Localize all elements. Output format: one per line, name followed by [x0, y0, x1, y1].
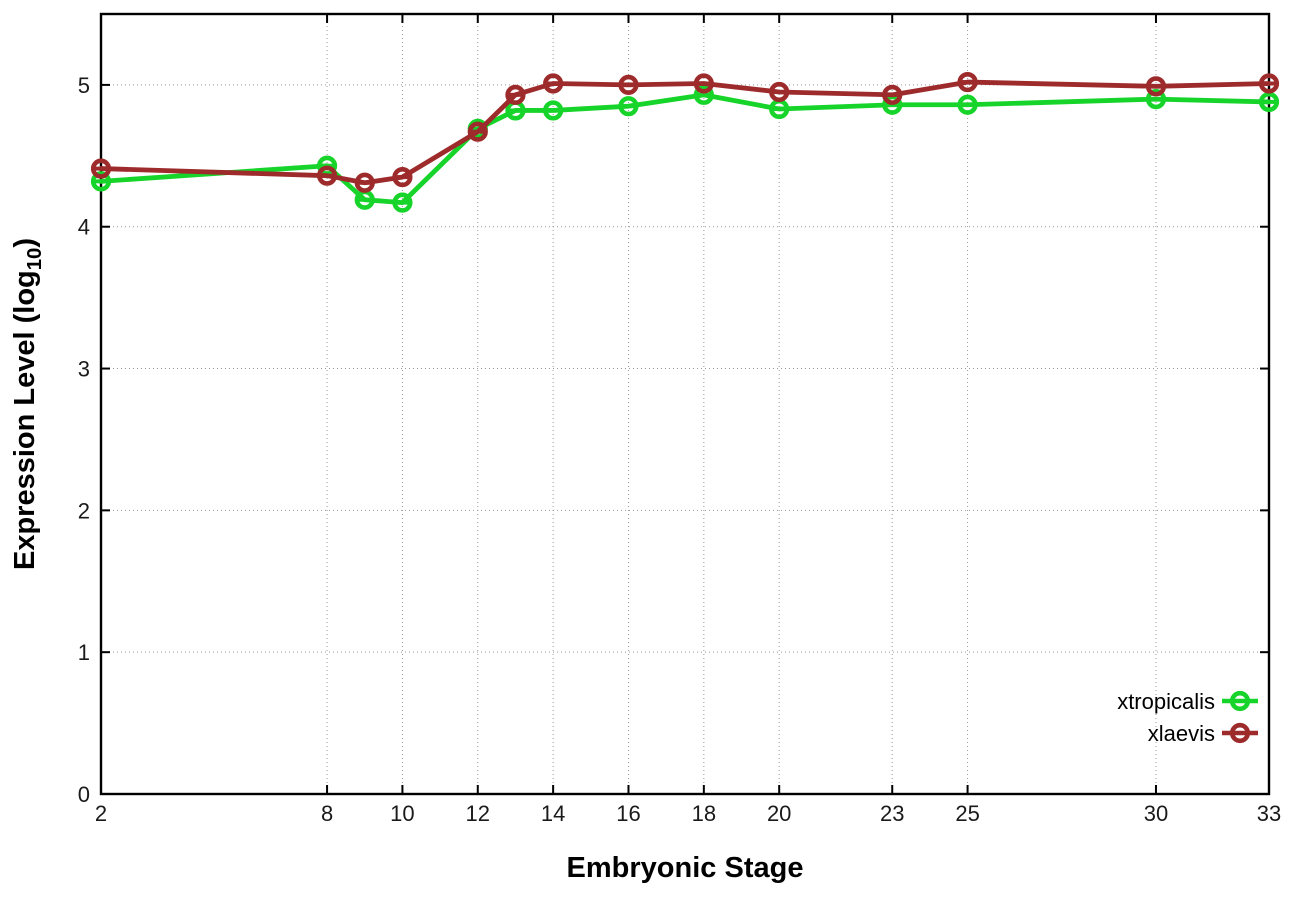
legend-label-xlaevis: xlaevis	[1148, 721, 1215, 746]
y-axis-title: Expression Level (log10)	[9, 238, 46, 570]
x-tick-label: 2	[95, 801, 107, 826]
grid-layer	[101, 14, 1269, 794]
legend-label-xtropicalis: xtropicalis	[1117, 689, 1215, 714]
marker-xlaevis	[882, 84, 903, 105]
series-line-xtropicalis	[98, 92, 1272, 206]
marker-xtropicalis	[90, 171, 112, 192]
marker-xlaevis	[543, 73, 564, 94]
y-tick-label: 2	[78, 498, 90, 523]
series-layer	[90, 71, 1280, 213]
y-tick-label: 5	[78, 73, 90, 98]
x-tick-label: 33	[1257, 801, 1281, 826]
marker-xlaevis	[392, 166, 413, 188]
marker-xlaevis	[467, 121, 488, 142]
marker-xlaevis	[1145, 76, 1167, 97]
y-tick-label: 3	[78, 357, 90, 382]
marker-xlaevis	[693, 73, 714, 94]
x-tick-label: 30	[1144, 801, 1168, 826]
x-tick-label: 18	[692, 801, 716, 826]
marker-xtropicalis	[1258, 91, 1280, 113]
marker-xtropicalis	[693, 84, 714, 105]
legend-sample-marker-xtropicalis	[1229, 690, 1251, 712]
plot-border	[99, 12, 1271, 796]
x-tick-label: 16	[616, 801, 640, 826]
marker-xlaevis	[505, 84, 526, 105]
x-tick-label: 8	[321, 801, 333, 826]
x-axis-title: Embryonic Stage	[567, 852, 804, 884]
y-tick-label: 1	[78, 640, 90, 665]
y-tick-label: 4	[78, 215, 90, 240]
x-tick-label: 10	[390, 801, 414, 826]
marker-xlaevis	[957, 71, 978, 93]
marker-xlaevis	[1258, 73, 1280, 94]
y-axis-title-suffix: )	[9, 238, 41, 248]
marker-xlaevis	[90, 158, 112, 179]
legend-sample-marker-xlaevis	[1229, 722, 1251, 744]
x-tick-label: 25	[955, 801, 979, 826]
legend-layer: xtropicalis xlaevis	[1117, 689, 1258, 746]
marker-xlaevis	[316, 165, 338, 186]
marker-xtropicalis	[957, 94, 978, 115]
x-tick-label: 20	[767, 801, 791, 826]
marker-xtropicalis	[618, 96, 639, 117]
marker-xlaevis	[354, 172, 375, 193]
marker-xtropicalis	[1145, 88, 1167, 110]
marker-xtropicalis	[543, 100, 564, 121]
x-tick-label: 23	[880, 801, 904, 826]
y-tick-label: 0	[78, 782, 90, 807]
marker-xtropicalis	[392, 192, 413, 213]
marker-xlaevis	[618, 74, 639, 96]
y-axis-title-subscript: 10	[24, 248, 46, 271]
x-tick-label: 12	[466, 801, 490, 826]
x-tick-label: 14	[541, 801, 565, 826]
y-axis-title-prefix: Expression Level (log	[9, 270, 41, 570]
marker-xlaevis	[769, 81, 790, 103]
